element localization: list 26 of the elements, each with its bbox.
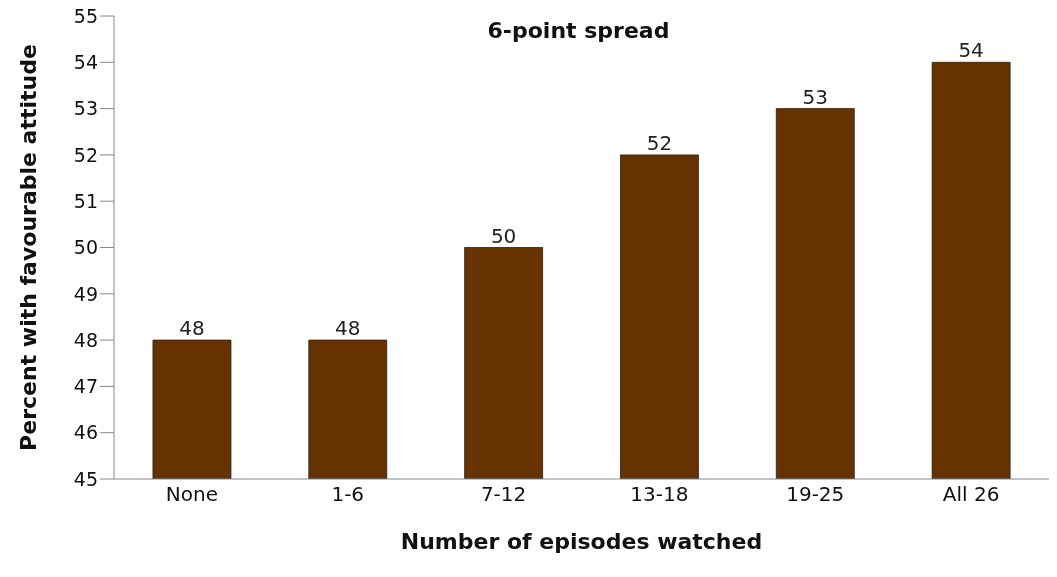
x-tick-label: All 26 [942, 482, 1000, 507]
y-tick-label: 45 [73, 467, 98, 490]
x-tick-label: 7-12 [480, 482, 527, 507]
data-label: 48 [179, 316, 205, 341]
x-axis-title: Number of episodes watched [400, 529, 763, 554]
data-label: 48 [335, 316, 361, 341]
chart-title: 6-point spread [487, 18, 670, 43]
y-axis-title: Percent with favourable attitude [15, 44, 41, 451]
data-label: 50 [490, 223, 517, 248]
y-tick-label: 55 [73, 4, 98, 27]
y-tick-label: 47 [73, 375, 98, 398]
y-tick-label: 54 [73, 51, 98, 74]
y-tick-label: 49 [73, 282, 98, 305]
x-tick-label: 19-25 [786, 482, 845, 507]
y-tick-label: 48 [73, 328, 98, 351]
y-tick-label: 53 [73, 97, 98, 120]
y-tick-label: 50 [73, 236, 98, 259]
y-tick-label: 46 [73, 421, 98, 444]
x-tick-label: None [165, 482, 219, 507]
x-tick-label: 13-18 [630, 482, 689, 507]
x-tick-label: 1-6 [331, 482, 365, 507]
data-label: 54 [958, 38, 984, 63]
data-label: 52 [646, 130, 673, 155]
data-label: 53 [802, 84, 829, 109]
y-tick-label: 51 [73, 189, 98, 212]
y-tick-label: 52 [73, 143, 98, 166]
